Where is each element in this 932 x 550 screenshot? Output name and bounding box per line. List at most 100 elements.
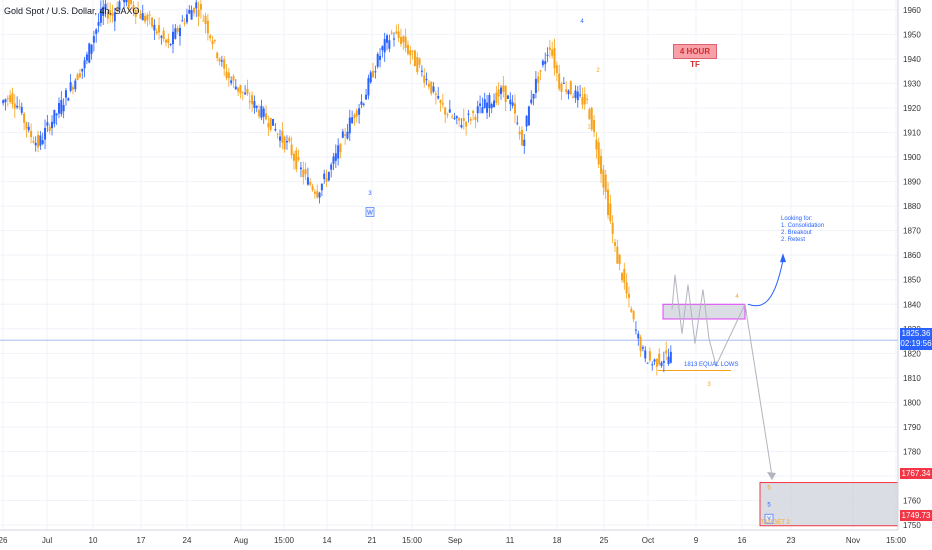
candle-body (432, 86, 435, 92)
candle-body (488, 95, 491, 109)
looking-for-line: Looking for: (781, 216, 813, 222)
candle-body (523, 139, 526, 146)
candle-body (25, 122, 28, 129)
current-countdown: 02:19:56 (900, 339, 932, 348)
candle-body (532, 93, 535, 99)
candle-body (541, 60, 544, 66)
candle-body (197, 9, 200, 17)
candle-body (41, 140, 44, 144)
projection-zigzag (671, 274, 746, 368)
candle-body (653, 359, 656, 362)
candle-body (146, 14, 149, 21)
candle-body (78, 73, 81, 78)
candle-body (434, 93, 437, 95)
candle-body (641, 347, 644, 349)
candle-body (525, 115, 528, 127)
candle-body (199, 4, 202, 10)
wave-label: 3 (707, 382, 711, 388)
wave-label: 1 (587, 125, 591, 131)
candle-body (527, 106, 530, 126)
candle-body (609, 203, 612, 222)
candle-body (104, 3, 107, 10)
candle-body (544, 61, 547, 65)
x-tick-label: 9 (694, 536, 699, 545)
candle-body (444, 107, 447, 115)
candle-body (548, 47, 551, 50)
target-arrowhead (767, 472, 776, 481)
candle-body (420, 70, 423, 72)
candle-body (83, 60, 86, 69)
candle-body (92, 36, 95, 43)
wave-label: W (367, 210, 373, 216)
candle-body (646, 362, 649, 364)
x-tick-label: 15:00 (274, 536, 295, 545)
candle-body (627, 293, 630, 298)
x-tick-label: 16 (738, 536, 747, 545)
candle-body (64, 90, 67, 98)
candle-body (506, 95, 509, 99)
axes: 1750176017701780179018001810182018301840… (0, 0, 921, 545)
candle-body (313, 191, 316, 194)
looking-for-note: Looking for: 1. Consolidation 2. Breakou… (781, 216, 824, 244)
candle-body (553, 47, 556, 69)
candle-body (611, 222, 614, 235)
candle-body (90, 44, 93, 54)
candle-body (644, 350, 647, 359)
candle-body (567, 90, 570, 95)
candle-body (497, 89, 500, 97)
candle-body (416, 57, 419, 73)
candle-body (162, 30, 165, 39)
y-tick-label: 1820 (903, 349, 921, 358)
x-tick-label: 14 (323, 536, 332, 545)
candle-body (265, 113, 268, 120)
y-tick-label: 1930 (903, 79, 921, 88)
zones (658, 303, 899, 527)
candle-body (16, 105, 19, 108)
candle-body (209, 35, 212, 39)
y-tick-label: 1840 (903, 300, 921, 309)
x-tick-label: 15:00 (402, 536, 423, 545)
candle-body (634, 329, 637, 331)
candle-body (151, 17, 154, 27)
candle-body (500, 87, 503, 94)
candle-body (20, 106, 23, 113)
wave-label: 4 (580, 19, 584, 25)
candle-body (57, 103, 60, 114)
candle-body (479, 103, 482, 106)
candle-body (346, 131, 349, 139)
candle-body (18, 106, 21, 108)
candle-body (13, 103, 16, 109)
y-tick-label: 1950 (903, 30, 921, 39)
candle-body (423, 75, 426, 83)
y-tick-label: 1910 (903, 129, 921, 138)
candle-body (190, 10, 193, 20)
candle-body (116, 8, 119, 12)
candle-body (490, 104, 493, 109)
y-tick-label: 1790 (903, 423, 921, 432)
candle-body (590, 107, 593, 130)
y-tick-label: 1890 (903, 178, 921, 187)
candle-body (188, 9, 191, 14)
candle-body (71, 87, 74, 90)
candle-body (211, 40, 214, 45)
candle-body (141, 13, 144, 21)
candle-body (451, 116, 454, 118)
candle-body (637, 333, 640, 339)
x-tick-label: 10 (89, 536, 98, 545)
candle-body (495, 92, 498, 103)
candle-body (69, 82, 72, 91)
price-label-target-bottom: 1749.73 (900, 510, 932, 521)
candle-body (234, 86, 237, 90)
candle-body (411, 50, 414, 52)
candle-body (232, 76, 235, 81)
candle-body (165, 39, 168, 43)
candle-body (513, 103, 516, 114)
candle-body (618, 254, 621, 264)
candle-body (9, 95, 12, 102)
candle-body (402, 36, 405, 43)
candle-body (334, 153, 337, 161)
candle-body (48, 126, 51, 131)
candle-body (332, 156, 335, 164)
